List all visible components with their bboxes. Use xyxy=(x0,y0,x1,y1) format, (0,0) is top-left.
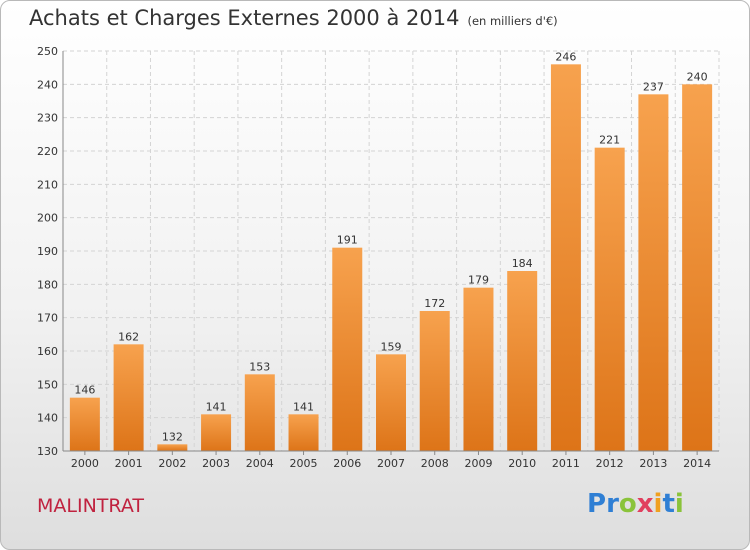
x-tick-label: 2005 xyxy=(290,457,318,470)
x-tick-label: 2012 xyxy=(596,457,624,470)
bar-value-label: 141 xyxy=(206,400,227,413)
location-name: MALINTRAT xyxy=(37,495,144,517)
bar xyxy=(201,414,232,451)
x-tick-label: 2003 xyxy=(202,457,230,470)
chart-title: Achats et Charges Externes 2000 à 2014 (e… xyxy=(29,6,558,30)
bar-value-label: 141 xyxy=(293,400,314,413)
bar-value-label: 146 xyxy=(74,384,95,397)
bar xyxy=(288,414,319,451)
y-tick-label: 130 xyxy=(37,445,58,458)
bar-value-label: 221 xyxy=(599,134,620,147)
logo-letter: r xyxy=(606,489,619,519)
x-tick-label: 2001 xyxy=(115,457,143,470)
logo-letter: t xyxy=(662,489,675,519)
bar-value-label: 132 xyxy=(162,430,183,443)
y-tick-label: 250 xyxy=(37,45,58,58)
y-tick-label: 210 xyxy=(37,178,58,191)
y-tick-label: 240 xyxy=(37,78,58,91)
y-tick-label: 190 xyxy=(37,245,58,258)
y-tick-label: 180 xyxy=(37,278,58,291)
bar xyxy=(594,147,625,451)
x-tick-label: 2010 xyxy=(508,457,536,470)
proxiti-logo: Proxiti xyxy=(587,489,684,519)
y-tick-label: 170 xyxy=(37,312,58,325)
y-tick-label: 160 xyxy=(37,345,58,358)
bar xyxy=(376,354,406,451)
bar xyxy=(638,94,669,451)
logo-letter: P xyxy=(587,489,607,519)
bar-value-label: 237 xyxy=(643,80,664,93)
y-tick-label: 150 xyxy=(37,378,58,391)
x-tick-label: 2007 xyxy=(377,457,405,470)
bar xyxy=(507,271,538,451)
logo-letter: x xyxy=(636,489,654,519)
bar xyxy=(682,84,713,451)
bar-value-label: 191 xyxy=(337,234,358,247)
bar-value-label: 179 xyxy=(468,274,489,287)
bar-value-label: 246 xyxy=(555,50,576,63)
bar xyxy=(550,64,581,452)
bar-value-label: 162 xyxy=(118,330,139,343)
y-tick-label: 220 xyxy=(37,145,58,158)
y-tick-label: 140 xyxy=(37,412,58,425)
bar xyxy=(332,247,363,451)
chart-title-text: Achats et Charges Externes 2000 à 2014 xyxy=(29,6,460,30)
x-tick-label: 2008 xyxy=(421,457,449,470)
bar-value-label: 159 xyxy=(381,340,402,353)
bar xyxy=(463,287,494,451)
bar xyxy=(244,374,275,451)
bar xyxy=(157,444,188,451)
x-tick-label: 2002 xyxy=(158,457,186,470)
bar-value-label: 172 xyxy=(424,297,445,310)
x-tick-label: 2014 xyxy=(683,457,711,470)
logo-letter: o xyxy=(618,489,637,519)
x-tick-label: 2011 xyxy=(552,457,580,470)
bar xyxy=(419,311,450,451)
bar xyxy=(113,344,144,451)
x-tick-label: 2009 xyxy=(464,457,492,470)
logo-letter: i xyxy=(674,489,684,519)
y-tick-label: 230 xyxy=(37,112,58,125)
x-tick-label: 2013 xyxy=(639,457,667,470)
bar-value-label: 240 xyxy=(687,70,708,83)
bar-value-label: 153 xyxy=(249,360,270,373)
y-tick-label: 200 xyxy=(37,212,58,225)
bar xyxy=(69,397,100,451)
chart-subtitle: (en milliers d'€) xyxy=(467,14,558,28)
x-tick-label: 2004 xyxy=(246,457,274,470)
x-tick-label: 2000 xyxy=(71,457,99,470)
bar-value-label: 184 xyxy=(512,257,533,270)
x-tick-label: 2006 xyxy=(333,457,361,470)
logo-letter: i xyxy=(653,489,663,519)
